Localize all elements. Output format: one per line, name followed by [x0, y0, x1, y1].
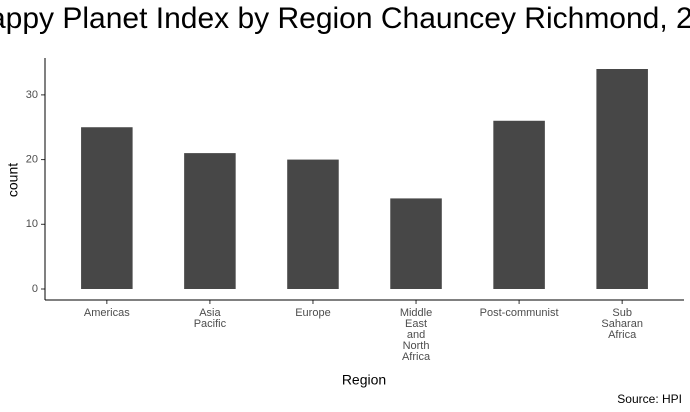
y-tick-label: 30: [26, 89, 38, 101]
bar: [81, 127, 133, 289]
y-tick-label: 0: [32, 283, 38, 295]
bar: [184, 153, 236, 289]
x-tick-label: Middle East and North Africa: [400, 307, 432, 363]
x-axis-label: Region: [342, 372, 386, 388]
y-axis-label: count: [5, 163, 21, 197]
x-tick-label: Asia Pacific: [194, 307, 227, 330]
chart-title: Happy Planet Index by Region Chauncey Ri…: [0, 2, 690, 35]
bar: [390, 198, 442, 289]
bar: [493, 120, 545, 289]
x-tick-label: Sub Saharan Africa: [601, 307, 643, 341]
y-tick-label: 10: [26, 218, 38, 230]
bar: [596, 69, 648, 289]
caption: Source: HPI: [617, 392, 682, 406]
bar: [287, 159, 339, 289]
x-tick-label: Post-communist: [480, 307, 559, 319]
x-tick-label: Europe: [295, 307, 330, 319]
x-tick-label: Americas: [84, 307, 130, 319]
y-tick-label: 20: [26, 153, 38, 165]
